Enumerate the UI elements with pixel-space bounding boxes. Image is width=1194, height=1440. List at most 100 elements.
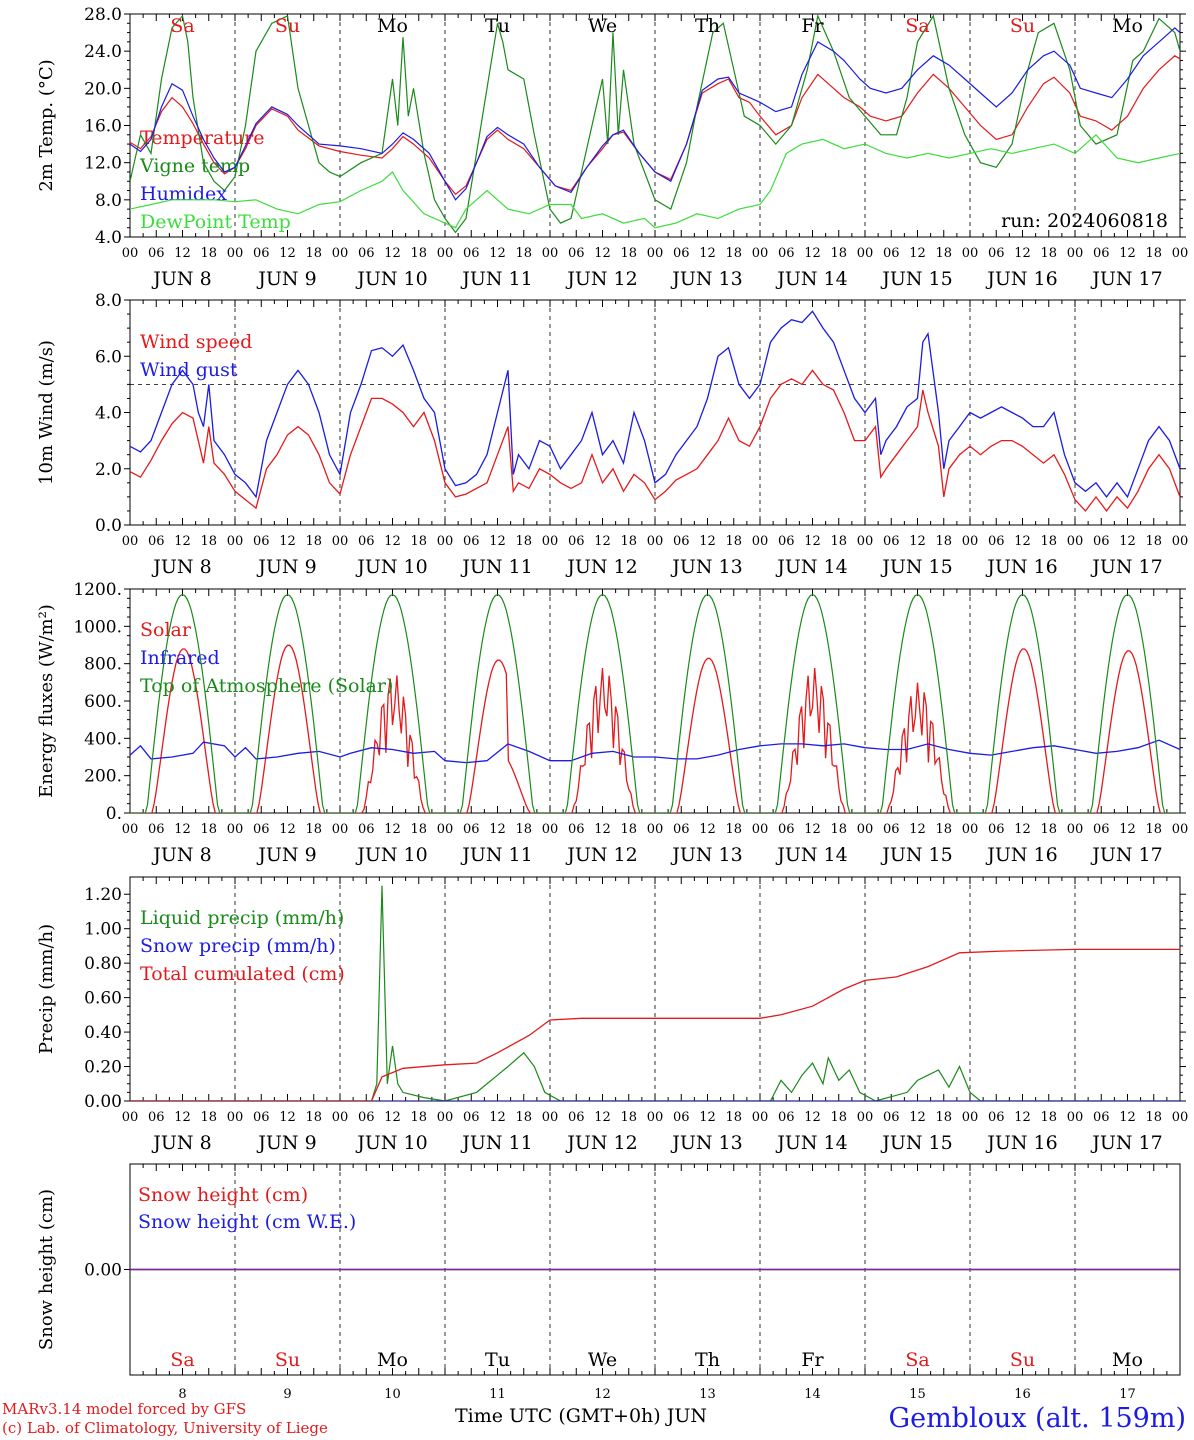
panel-2-y-tick-label: 2.0 [95,460,122,480]
panel-1-hour-label: 18 [1145,246,1162,261]
panel-2-hour-label: 00 [227,534,244,549]
panel-4-y-tick-label: 0.40 [84,1023,122,1043]
panel-4-series-liquid-precip-mm-h [130,885,1180,1101]
panel-1-hour-label: 12 [174,246,191,261]
panel-1-series-humidex [130,27,1180,201]
panel-2-y-tick-label: 0.0 [95,516,122,536]
panel-2-hour-label: 00 [1067,534,1084,549]
panel-4-y-tick-label: 0.00 [84,1092,122,1112]
panel-3-hour-label: 18 [620,822,637,837]
panel-4-hour-label: 18 [725,1110,742,1125]
panel-4-hour-label: 12 [279,1110,296,1125]
day-number-label: 15 [909,1387,926,1402]
panel-2-hour-label: 06 [148,534,165,549]
panel-2-hour-label: 06 [568,534,585,549]
panel-4-legend-2: Total cumulated (cm) [140,963,345,985]
panel-4-hour-label: 00 [962,1110,979,1125]
panel-3-hour-label: 12 [699,822,716,837]
panel-1-hour-label: 06 [778,246,795,261]
panel-3-hour-label: 12 [489,822,506,837]
panel-1-weekday-label: Tu [485,15,510,37]
panel-5-weekday-label: Mo [1112,1349,1143,1371]
day-number-label: 9 [283,1387,291,1402]
panel-3-hour-label: 06 [463,822,480,837]
panel-2-day-label: JUN 12 [565,556,637,578]
panel-1-weekday-label: Su [275,15,300,37]
panel-4-hour-label: 18 [935,1110,952,1125]
panel-1-hour-label: 00 [122,246,139,261]
panel-2-hour-label: 06 [253,534,270,549]
panel-2-hour-label: 12 [489,534,506,549]
day-number-label: 10 [384,1387,401,1402]
panel-4-day-label: JUN 11 [460,1132,532,1154]
panel-3-day-label: JUN 13 [670,844,742,866]
panel-3-hour-label: 18 [305,822,322,837]
panel-2-hour-label: 00 [857,534,874,549]
panel-2-hour-label: 18 [410,534,427,549]
panel-4-y-tick-label: 0.60 [84,989,122,1009]
panel-4-hour-label: 18 [515,1110,532,1125]
panel-4-day-label: JUN 17 [1090,1132,1162,1154]
panel-4-hour-label: 06 [883,1110,900,1125]
panel-1-hour-label: 00 [647,246,664,261]
panel-1-hour-label: 18 [620,246,637,261]
panel-3-hour-label: 00 [437,822,454,837]
credit-line-2: (c) Lab. of Climatology, University of L… [2,1419,328,1437]
panel-4-hour-label: 00 [542,1110,559,1125]
panel-2-hour-label: 12 [699,534,716,549]
panel-1-weekday-label: Mo [377,15,408,37]
panel-4-hour-label: 06 [1093,1110,1110,1125]
panel-1-y-axis-label: 2m Temp. (°C) [36,59,57,191]
panel-3-hour-label: 18 [515,822,532,837]
panel-1-hour-label: 12 [384,246,401,261]
panel-4-day-label: JUN 16 [985,1132,1057,1154]
panel-4-day-label: JUN 14 [775,1132,847,1154]
panel-2-hour-label: 06 [778,534,795,549]
panel-1-hour-label: 18 [830,246,847,261]
panel-2-y-tick-label: 4.0 [95,404,122,424]
panel-3-series-solar [130,644,1180,813]
day-number-label: 16 [1014,1387,1031,1402]
panel-4-hour-label: 06 [568,1110,585,1125]
panel-2-hour-label: 18 [620,534,637,549]
panel-3-y-tick-label: 1200. [73,580,122,600]
panel-1-hour-label: 06 [673,246,690,261]
panel-4-y-tick-label: 1.20 [84,885,122,905]
panel-1-hour-label: 12 [279,246,296,261]
panel-3-hour-label: 00 [1172,822,1189,837]
panel-2-hour-label: 18 [305,534,322,549]
panel-2-hour-label: 00 [752,534,769,549]
panel-1-y-tick-label: 8.0 [95,191,122,211]
panel-5-weekday-label: Su [275,1349,300,1371]
panel-3-hour-label: 18 [1145,822,1162,837]
panel-3-y-tick-label: 1000. [73,617,122,637]
panel-4-hour-label: 12 [1014,1110,1031,1125]
panel-1-hour-label: 00 [1067,246,1084,261]
panel-4-hour-label: 00 [857,1110,874,1125]
panel-2-hour-label: 12 [909,534,926,549]
panel-3-hour-label: 12 [594,822,611,837]
panel-1-hour-label: 00 [227,246,244,261]
panel-3-hour-label: 06 [883,822,900,837]
panel-5-weekday-label: Sa [170,1349,194,1371]
panel-1-day-label: JUN 9 [256,268,316,290]
panel-4-hour-label: 12 [174,1110,191,1125]
panel-1-hour-label: 06 [358,246,375,261]
panel-4-hour-label: 18 [305,1110,322,1125]
panel-3-hour-label: 06 [358,822,375,837]
panel-3-hour-label: 18 [410,822,427,837]
panel-2-day-label: JUN 14 [775,556,847,578]
panel-3-y-tick-label: 0. [106,804,122,824]
panel-1-weekday-label: Su [1010,15,1035,37]
panel-3-hour-label: 00 [752,822,769,837]
panel-1-hour-label: 06 [253,246,270,261]
panel-2-hour-label: 18 [1145,534,1162,549]
panel-4-hour-label: 12 [384,1110,401,1125]
panel-3-hour-label: 00 [1067,822,1084,837]
panel-1-day-label: JUN 16 [985,268,1057,290]
panel-2-hour-label: 18 [725,534,742,549]
panel-3-hour-label: 18 [935,822,952,837]
panel-4-hour-label: 18 [410,1110,427,1125]
panel-4-day-label: JUN 13 [670,1132,742,1154]
panel-1-hour-label: 06 [463,246,480,261]
